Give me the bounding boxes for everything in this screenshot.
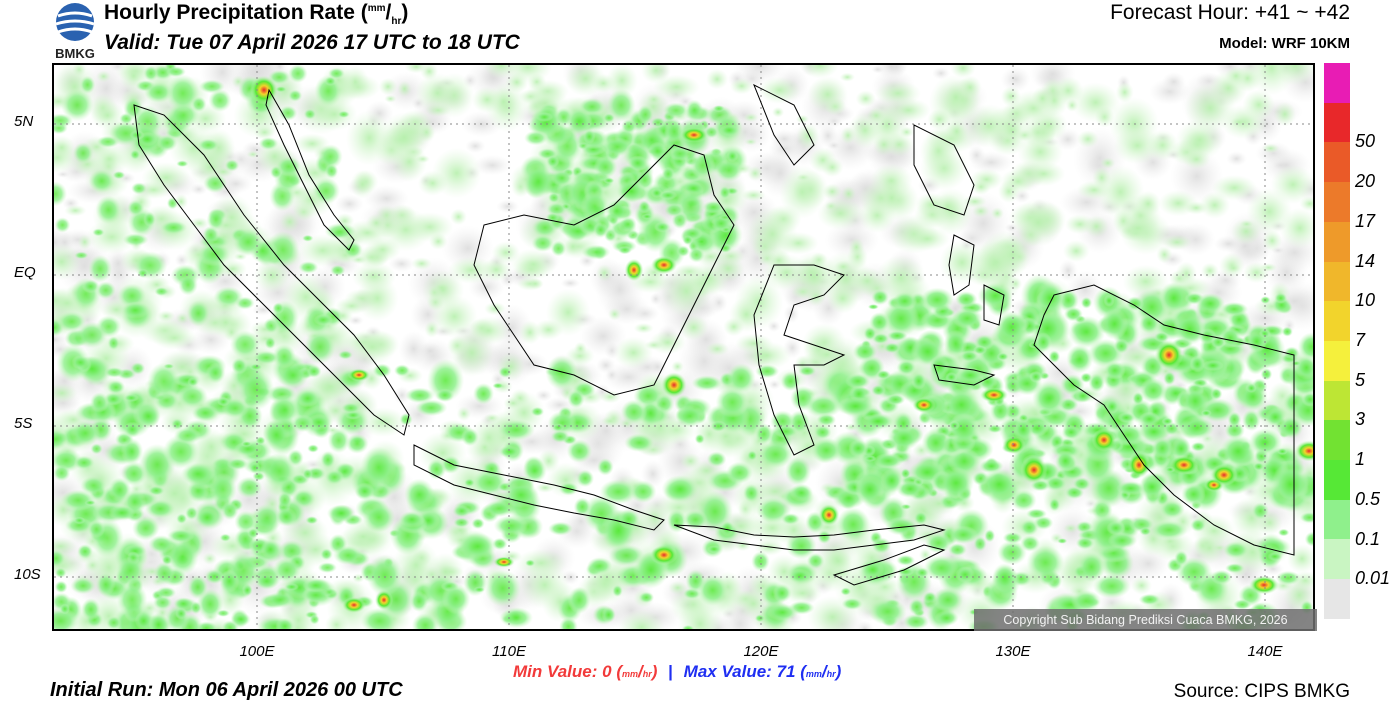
legend-label: 14 [1355,250,1376,271]
legend-label: 0.01 [1355,568,1391,589]
legend-swatch [1324,142,1350,183]
legend-swatch [1324,460,1350,500]
lat-label-eq: EQ [14,264,36,281]
legend-label: 17 [1355,210,1376,231]
title-close: ) [401,1,409,24]
legend-label: 1 [1355,449,1366,470]
map-grid [54,65,1313,629]
min-label: Min Value: [513,662,598,681]
legend-swatch [1324,340,1350,381]
copyright-notice: Copyright Sub Bidang Prediksi Cuaca BMKG… [974,609,1317,631]
legend-swatch [1324,579,1350,619]
lat-label-5s: 5S [14,415,33,432]
legend-swatch [1324,221,1350,262]
lon-label-130e: 130E [995,643,1031,660]
lon-label-140e: 140E [1247,643,1283,660]
legend-label: 7 [1355,330,1366,350]
legend-label: 20 [1355,171,1376,192]
legend-label: 3 [1355,409,1366,430]
legend-swatch [1324,261,1350,302]
lon-label-110e: 110E [492,643,526,660]
rain-layer [54,65,1313,629]
legend-swatch [1324,420,1350,461]
legend-label: 0.1 [1355,528,1381,549]
legend-label: 5 [1355,369,1366,390]
model-label: Model: WRF 10KM [1219,35,1350,52]
legend-swatch [1324,380,1350,421]
lon-label-100e: 100E [239,643,275,660]
title-text: Hourly Precipitation Rate ( [104,1,368,24]
color-legend [1324,63,1350,619]
bmkg-logo: BMKG [50,2,100,61]
map-title: Hourly Precipitation Rate (mm/hr) [104,1,408,27]
forecast-hour: Forecast Hour: +41 ~ +42 [1110,1,1350,24]
map-canvas [54,65,1313,629]
initial-run: Initial Run: Mon 06 April 2026 00 UTC [50,679,403,701]
legend-swatch [1324,102,1350,143]
legend-label: 50 [1355,131,1376,152]
max-unit-num: mm [805,669,822,679]
min-max-values: Min Value: 0 (mm/hr) | Max Value: 71 (mm… [513,662,842,681]
legend-swatch [1324,539,1350,580]
lon-label-120e: 120E [743,643,779,660]
lat-label-5n: 5N [14,113,34,130]
min-unit-den: hr [642,669,652,679]
legend-swatch [1324,182,1350,222]
legend-label: 10 [1355,290,1376,311]
legend-swatch [1324,499,1350,540]
precipitation-map [52,63,1315,631]
valid-time: Valid: Tue 07 April 2026 17 UTC to 18 UT… [104,31,520,54]
legend-label: 0.5 [1355,488,1381,509]
source-label: Source: CIPS BMKG [1173,681,1350,702]
title-unit-den: hr [391,16,402,28]
lat-label-10s: 10S [14,566,41,583]
min-value: 0 [602,662,612,681]
title-unit-slash: / [385,1,392,24]
max-unit-den: hr [826,669,836,679]
svg-text:BMKG: BMKG [55,46,95,60]
stats-separator: | [668,662,673,681]
max-label: Max Value: [683,662,772,681]
coastlines [133,83,1295,586]
max-value: 71 [776,662,796,681]
legend-swatch [1324,63,1350,103]
min-unit-num: mm [622,669,639,679]
title-unit-num: mm [367,3,386,14]
legend-swatch [1324,301,1350,341]
